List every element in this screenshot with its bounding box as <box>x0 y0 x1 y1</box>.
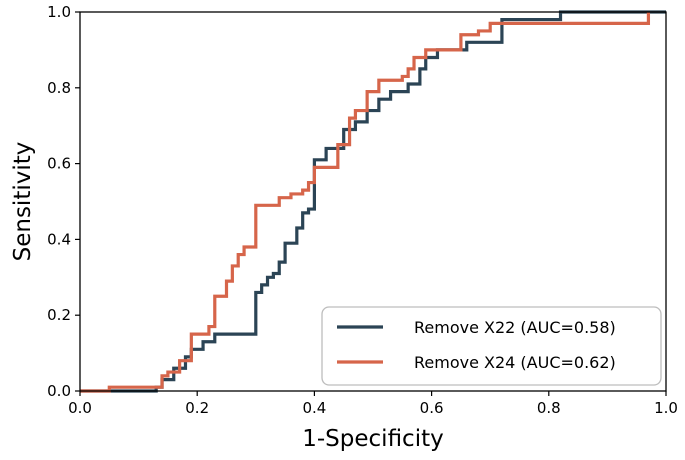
x-tick-label: 0.2 <box>185 399 209 417</box>
legend-label-remove-x24: Remove X24 (AUC=0.62) <box>414 353 616 372</box>
roc-curve-remove-x22 <box>80 10 666 393</box>
legend: Remove X22 (AUC=0.58) Remove X24 (AUC=0.… <box>321 306 662 386</box>
legend-label-remove-x22: Remove X22 (AUC=0.58) <box>414 318 616 337</box>
x-tick-label: 0.0 <box>68 399 92 417</box>
x-tick-label: 0.4 <box>302 399 326 417</box>
ticks-layer: 0.0 0.2 0.4 0.6 0.8 1.0 0.0 0.2 0.4 0.6 0.8 1.0 <box>47 3 678 417</box>
x-tick-label: 1.0 <box>654 399 678 417</box>
plot-frame <box>79 11 667 392</box>
y-axis-title: Sensitivity <box>10 142 36 262</box>
y-tick-label: 0.2 <box>47 306 71 324</box>
series-layer <box>80 10 666 393</box>
x-tick-label: 0.6 <box>420 399 444 417</box>
y-tick-label: 0.6 <box>47 155 71 173</box>
legend-box <box>321 306 662 386</box>
y-tick-label: 0.4 <box>47 230 71 248</box>
y-tick-label: 0.0 <box>47 382 71 400</box>
x-tick-label: 0.8 <box>537 399 561 417</box>
roc-curve-remove-x24 <box>80 12 651 393</box>
y-tick-label: 1.0 <box>47 3 71 21</box>
y-tick-label: 0.8 <box>47 79 71 97</box>
x-axis-title: 1-Specificity <box>302 426 443 452</box>
